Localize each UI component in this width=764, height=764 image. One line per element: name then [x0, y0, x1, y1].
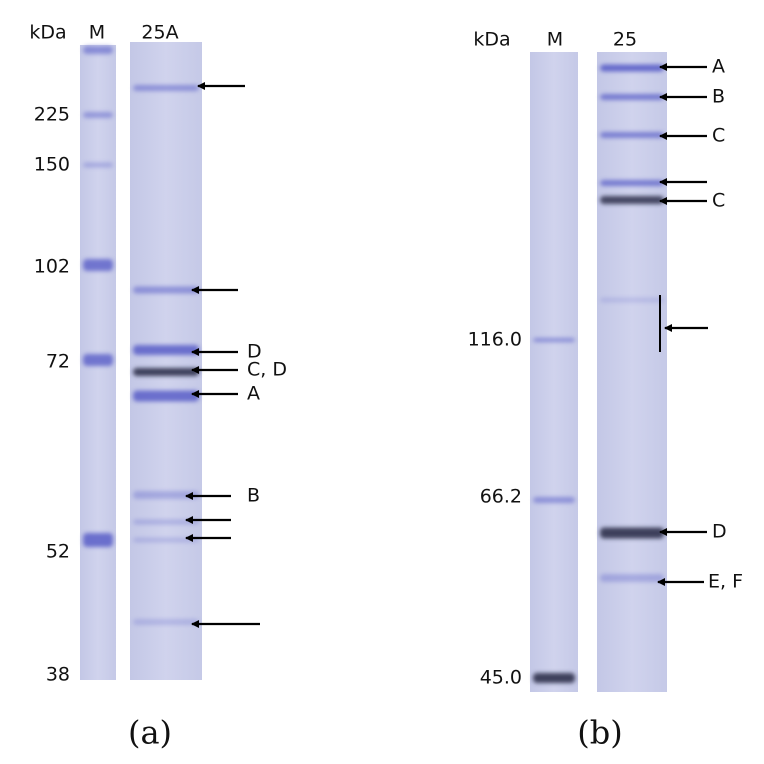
protein-band	[600, 297, 664, 303]
lane-label: 25A	[141, 22, 178, 44]
marker-label: 150	[34, 154, 70, 176]
protein-band	[133, 345, 199, 355]
band-label: A	[712, 56, 725, 78]
protein-band	[83, 162, 113, 168]
band-label: C	[712, 125, 725, 147]
band-label: D	[712, 521, 727, 543]
gel-lane	[130, 42, 202, 680]
band-label: E, F	[708, 571, 743, 593]
lane-label: M	[89, 22, 105, 44]
unit-label: kDa	[29, 22, 66, 44]
protein-band	[600, 94, 664, 100]
protein-band	[83, 112, 113, 118]
protein-band	[133, 619, 199, 625]
protein-band	[83, 354, 113, 366]
protein-band	[83, 259, 113, 271]
marker-label: 52	[46, 541, 70, 563]
protein-band	[600, 196, 664, 204]
protein-band	[133, 491, 199, 499]
unit-label: kDa	[473, 29, 510, 51]
protein-band	[600, 132, 664, 138]
marker-label: 72	[46, 351, 70, 373]
band-label: C	[712, 190, 725, 212]
protein-band	[133, 368, 199, 376]
protein-band	[533, 497, 575, 503]
marker-label: 225	[34, 104, 70, 126]
band-label: B	[712, 86, 725, 108]
lane-label: M	[547, 29, 563, 51]
protein-band	[133, 85, 199, 91]
marker-label: 38	[46, 664, 70, 686]
protein-band	[83, 533, 113, 547]
band-label: A	[247, 383, 260, 405]
protein-band	[600, 64, 664, 72]
protein-band	[133, 390, 199, 402]
marker-label: 66.2	[480, 486, 522, 508]
protein-band	[133, 519, 199, 525]
gel-lane	[597, 52, 667, 692]
marker-label: 45.0	[480, 667, 522, 689]
lane-label: 25	[613, 29, 637, 51]
protein-band	[600, 574, 664, 582]
band-label: D	[247, 341, 262, 363]
panel-caption: (a)	[128, 714, 172, 752]
gel-lane	[530, 52, 578, 692]
protein-band	[133, 286, 199, 294]
gel-panel: kDa M 25A 225 150 102 72 52 38 DC, DA B (a)	[29, 22, 287, 752]
protein-band	[533, 338, 575, 342]
protein-band	[83, 46, 113, 54]
band-label: C, D	[247, 359, 287, 381]
band-label: B	[247, 485, 260, 507]
marker-label: 102	[34, 256, 70, 278]
protein-band	[600, 527, 664, 539]
panel-caption: (b)	[577, 714, 622, 752]
protein-band	[533, 673, 575, 683]
protein-band	[600, 180, 664, 186]
protein-band	[133, 537, 199, 543]
marker-label: 116.0	[468, 329, 522, 351]
